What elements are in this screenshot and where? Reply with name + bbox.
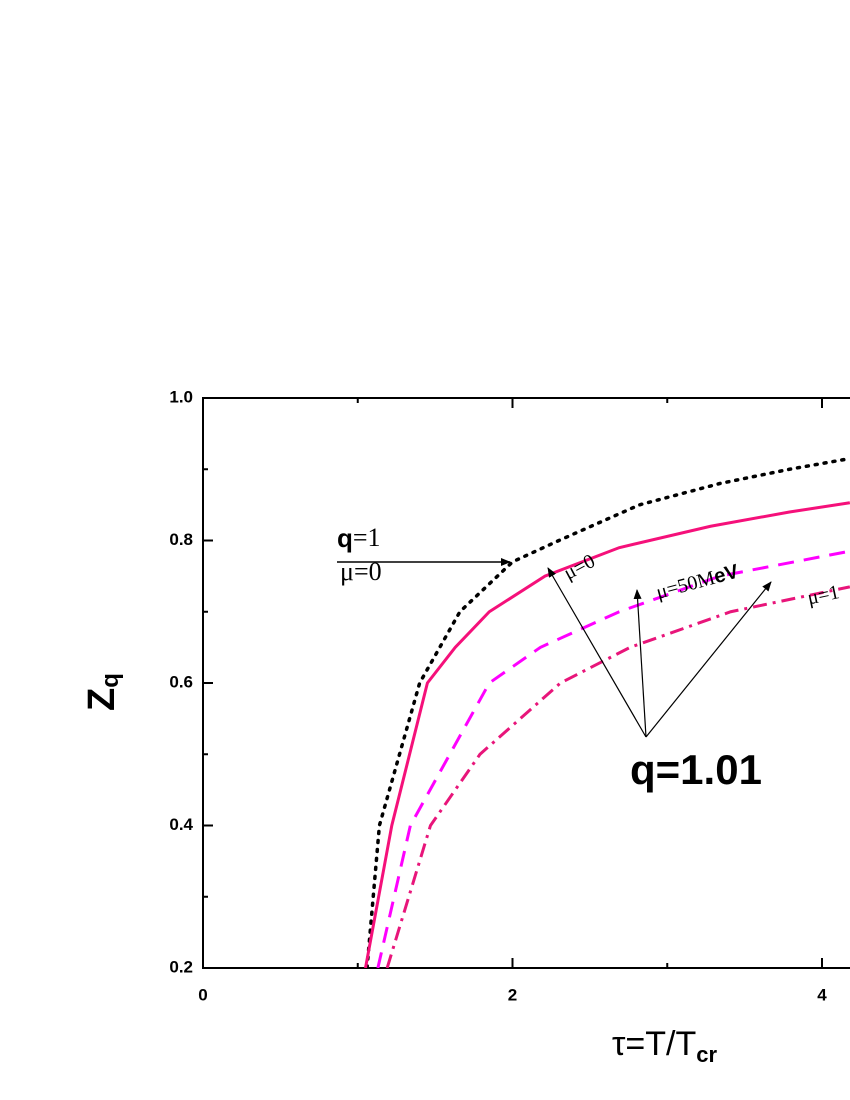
annotation-q: q <box>337 523 353 553</box>
annotation-q-rest: =1 <box>353 523 381 552</box>
x-label-main: τ=T/T <box>612 1025 696 1063</box>
annotation: q=1.01 <box>630 746 762 793</box>
annotation: μ=50MeV <box>654 560 742 604</box>
annotation: μ=0 <box>340 557 382 586</box>
annotation: μ=0 <box>560 550 599 584</box>
x-tick-label: 0 <box>198 985 207 1004</box>
annotation: q=1 <box>337 523 381 553</box>
x-tick-label: 2 <box>508 985 517 1004</box>
y-label-main: Z <box>81 688 123 711</box>
y-tick-label: 1.0 <box>169 387 193 406</box>
line-series <box>385 585 850 968</box>
x-label-sub: cr <box>696 1042 717 1067</box>
y-tick-label: 0.4 <box>169 815 193 834</box>
annotation-mu50-unit: eV <box>712 561 742 589</box>
curves <box>364 456 850 968</box>
arrow <box>645 581 772 738</box>
x-tick-label: 4 <box>817 985 827 1004</box>
y-tick-label: 0.8 <box>169 530 193 549</box>
line-series <box>376 549 850 968</box>
x-axis-label: τ=T/Tcr <box>612 1025 718 1067</box>
y-label-sub: q <box>97 673 124 688</box>
y-tick-label: 0.2 <box>169 957 193 976</box>
line-series <box>365 456 850 968</box>
annotation: μ=1 <box>805 581 841 609</box>
line-series <box>364 501 850 968</box>
arrow <box>547 567 647 738</box>
y-tick-label: 0.6 <box>169 672 193 691</box>
y-axis-label: Zq <box>81 673 124 711</box>
annotation-mu50: μ=50M <box>654 566 718 603</box>
arrow <box>633 589 647 738</box>
plot-frame <box>202 397 850 969</box>
